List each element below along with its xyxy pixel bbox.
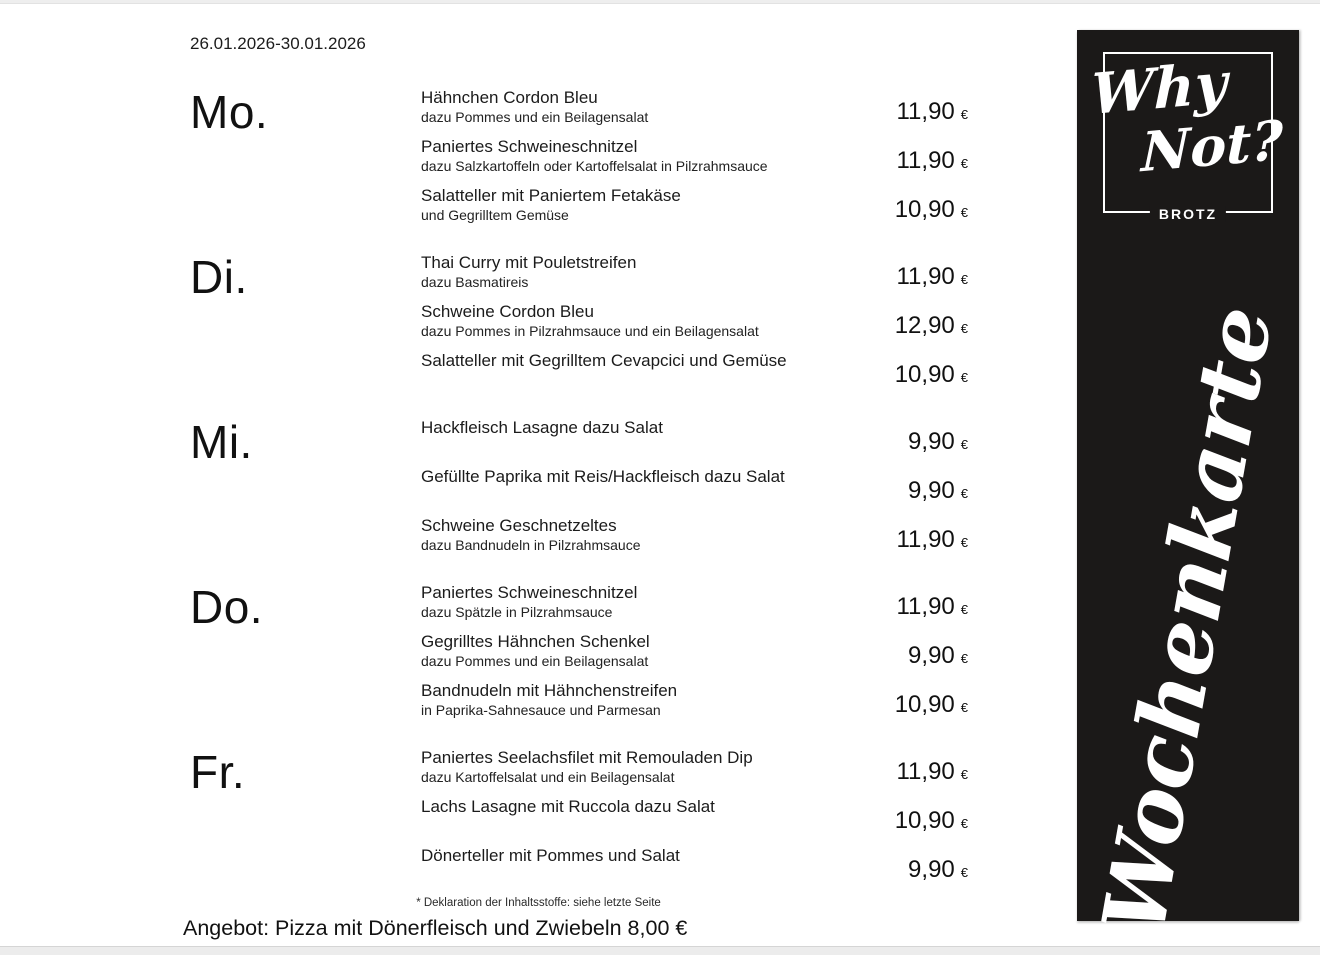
dish-row: Bandnudeln mit Hähnchenstreifen in Papri…: [421, 680, 968, 729]
offer-line: Angebot: Pizza mit Dönerfleisch und Zwie…: [183, 916, 688, 940]
day-label: Do.: [190, 581, 264, 633]
day-label: Fr.: [190, 746, 246, 798]
dish-row: Paniertes Schweineschnitzel dazu Spätzle…: [421, 582, 968, 631]
dish-title: Paniertes Schweineschnitzel: [421, 137, 638, 156]
dish-price: 10,90 €: [894, 360, 968, 388]
dish-title: Thai Curry mit Pouletstreifen: [421, 253, 637, 272]
dish-price: 9,90 €: [908, 641, 968, 669]
dish-row: Schweine Cordon Bleu dazu Pommes in Pilz…: [421, 301, 968, 350]
dish-price: 12,90 €: [894, 311, 968, 339]
dish-subtitle: dazu Pommes und ein Beilagensalat: [421, 109, 649, 126]
dish-title: Hackfleisch Lasagne dazu Salat: [421, 418, 663, 437]
dish-subtitle: dazu Basmatireis: [421, 274, 529, 291]
dish-title: Hähnchen Cordon Bleu: [421, 88, 598, 107]
dish-title: Schweine Cordon Bleu: [421, 302, 594, 321]
dish-price: 11,90 €: [896, 525, 968, 553]
date-range: 26.01.2026-30.01.2026: [190, 34, 366, 53]
euro-symbol: €: [960, 650, 968, 666]
day-block-monday: Mo. Hähnchen Cordon Bleu dazu Pommes und…: [190, 87, 968, 234]
logo-brotz-text: BROTZ: [1149, 206, 1227, 222]
day-block-tuesday: Di. Thai Curry mit Pouletstreifen dazu B…: [190, 252, 968, 399]
dish-subtitle: dazu Salzkartoffeln oder Kartoffelsalat …: [421, 158, 768, 175]
day-block-wednesday: Mi. Hackfleisch Lasagne dazu Salat 9,90 €…: [190, 417, 968, 564]
dish-price: 9,90 €: [908, 476, 968, 504]
dish-row: Hackfleisch Lasagne dazu Salat 9,90 €: [421, 417, 968, 466]
dish-title: Lachs Lasagne mit Ruccola dazu Salat: [421, 797, 715, 816]
dish-subtitle: dazu Spätzle in Pilzrahmsauce: [421, 604, 613, 621]
dish-subtitle: dazu Kartoffelsalat und ein Beilagensala…: [421, 769, 675, 786]
dish-price: 9,90 €: [908, 855, 968, 883]
euro-symbol: €: [960, 204, 968, 220]
dish-row: Schweine Geschnetzeltes dazu Bandnudeln …: [421, 515, 968, 564]
dish-price: 11,90 €: [896, 757, 968, 785]
dish-price: 9,90 €: [908, 427, 968, 455]
euro-symbol: €: [960, 436, 968, 452]
euro-symbol: €: [960, 699, 968, 715]
dish-title: Schweine Geschnetzeltes: [421, 516, 617, 535]
dish-title: Dönerteller mit Pommes und Salat: [421, 846, 680, 865]
dish-subtitle: dazu Bandnudeln in Pilzrahmsauce: [421, 537, 641, 554]
day-block-friday: Fr. Paniertes Seelachsfilet mit Remoulad…: [190, 747, 968, 894]
euro-symbol: €: [960, 106, 968, 122]
dish-price: 11,90 €: [896, 592, 968, 620]
dish-row: Paniertes Schweineschnitzel dazu Salzkar…: [421, 136, 968, 185]
dish-subtitle: dazu Pommes und ein Beilagensalat: [421, 653, 649, 670]
euro-symbol: €: [960, 766, 968, 782]
logo-not-text: Not?: [1140, 107, 1284, 185]
dish-price: 11,90 €: [896, 146, 968, 174]
dish-subtitle: dazu Pommes in Pilzrahmsauce und ein Bei…: [421, 323, 759, 340]
weekly-menu: Mo. Hähnchen Cordon Bleu dazu Pommes und…: [190, 87, 968, 912]
dish-title: Gegrilltes Hähnchen Schenkel: [421, 632, 650, 651]
dish-row: Paniertes Seelachsfilet mit Remouladen D…: [421, 747, 968, 796]
dish-title: Paniertes Schweineschnitzel: [421, 583, 638, 602]
ingredients-footnote: * Deklaration der Inhaltsstoffe: siehe l…: [416, 897, 661, 909]
euro-symbol: €: [960, 485, 968, 501]
dish-row: Thai Curry mit Pouletstreifen dazu Basma…: [421, 252, 968, 301]
day-block-thursday: Do. Paniertes Schweineschnitzel dazu Spä…: [190, 582, 968, 729]
day-label: Di.: [190, 251, 248, 303]
dish-subtitle: und Gegrilltem Gemüse: [421, 207, 569, 224]
dish-price: 11,90 €: [896, 262, 968, 290]
euro-symbol: €: [960, 815, 968, 831]
dish-price: 10,90 €: [894, 690, 968, 718]
day-label: Mo.: [190, 86, 269, 138]
dish-title: Salatteller mit Paniertem Fetakäse: [421, 186, 681, 205]
day-label: Mi.: [190, 416, 253, 468]
dish-subtitle: in Paprika-Sahnesauce und Parmesan: [421, 702, 661, 719]
dish-row: Gefüllte Paprika mit Reis/Hackfleisch da…: [421, 466, 968, 515]
dish-title: Salatteller mit Gegrilltem Cevapcici und…: [421, 351, 787, 370]
euro-symbol: €: [960, 155, 968, 171]
euro-symbol: €: [960, 369, 968, 385]
dish-row: Gegrilltes Hähnchen Schenkel dazu Pommes…: [421, 631, 968, 680]
wochenkarte-vertical-text: Wochenkarte: [1083, 298, 1293, 942]
viewer-bottom-edge: [0, 946, 1320, 955]
dish-row: Salatteller mit Gegrilltem Cevapcici und…: [421, 350, 968, 399]
dish-title: Gefüllte Paprika mit Reis/Hackfleisch da…: [421, 467, 785, 486]
dish-row: Hähnchen Cordon Bleu dazu Pommes und ein…: [421, 87, 968, 136]
euro-symbol: €: [960, 601, 968, 617]
dish-row: Lachs Lasagne mit Ruccola dazu Salat 10,…: [421, 796, 968, 845]
dish-row: Salatteller mit Paniertem Fetakäse und G…: [421, 185, 968, 234]
euro-symbol: €: [960, 864, 968, 880]
dish-price: 11,90 €: [896, 97, 968, 125]
dish-row: Dönerteller mit Pommes und Salat 9,90 €: [421, 845, 968, 894]
viewer-top-edge: [0, 0, 1320, 4]
euro-symbol: €: [960, 271, 968, 287]
dish-price: 10,90 €: [894, 195, 968, 223]
euro-symbol: €: [960, 320, 968, 336]
dish-title: Paniertes Seelachsfilet mit Remouladen D…: [421, 748, 753, 767]
brand-logo-frame: Why Not? BROTZ: [1091, 50, 1283, 222]
dish-price: 10,90 €: [894, 806, 968, 834]
dish-title: Bandnudeln mit Hähnchenstreifen: [421, 681, 678, 700]
brand-banner: Why Not? BROTZ Wochenkarte: [1077, 30, 1299, 941]
euro-symbol: €: [960, 534, 968, 550]
